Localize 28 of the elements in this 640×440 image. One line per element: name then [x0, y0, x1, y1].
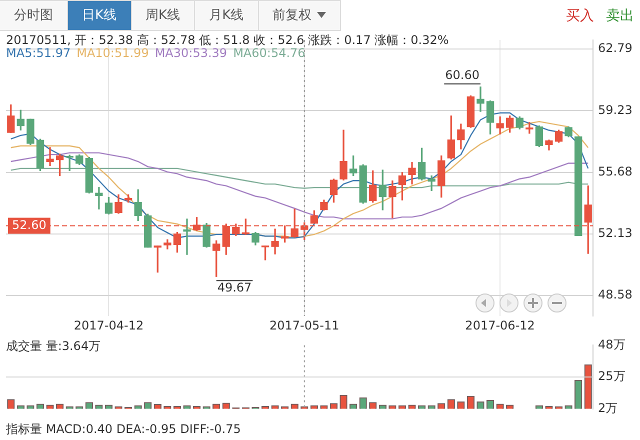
x-tick-label: 2017-06-12	[465, 318, 535, 332]
text: MA30:53.39	[154, 46, 228, 60]
text: 指标量 MACD:0.40 DEA:-0.95 DIFF:-0.75	[6, 421, 241, 438]
x-tick-label: 2017-04-12	[74, 318, 144, 332]
text: 月K线	[195, 0, 259, 31]
text: 分时图	[0, 0, 68, 31]
text: 卖出	[606, 7, 634, 25]
annotation: 60.60	[445, 68, 480, 82]
text: 日K线	[68, 0, 132, 31]
text: MA5:51.97	[6, 46, 71, 60]
annotation: 49.67	[217, 280, 252, 295]
chart-title: 成交量 量:3.64万	[6, 338, 101, 355]
x-tick-label: 2017-05-11	[270, 318, 340, 332]
y-tick-label: 48.58	[598, 288, 632, 302]
text: MA10:51.99	[76, 46, 149, 60]
y-tick-label: 59.23	[598, 102, 632, 117]
text: MA60:54.76	[233, 46, 306, 60]
ref-line-label: 52.60	[12, 218, 46, 232]
y-tick-label: 55.68	[598, 164, 632, 178]
text: 买入	[566, 7, 594, 25]
y-tick-label: 48万	[598, 337, 626, 352]
y-tick-label: 62.79	[598, 40, 632, 55]
y-tick-label: 25万	[598, 369, 626, 384]
y-tick-label: 2万	[598, 400, 618, 415]
text: 前复权	[258, 0, 341, 31]
text: 周K线	[132, 0, 196, 31]
annotation: 20170511, 开：52.38 高：52.78 低：51.8 收：52.6 涨跌：0.17 涨幅：0.32%	[6, 32, 449, 48]
y-tick-label: 52.13	[598, 226, 632, 240]
